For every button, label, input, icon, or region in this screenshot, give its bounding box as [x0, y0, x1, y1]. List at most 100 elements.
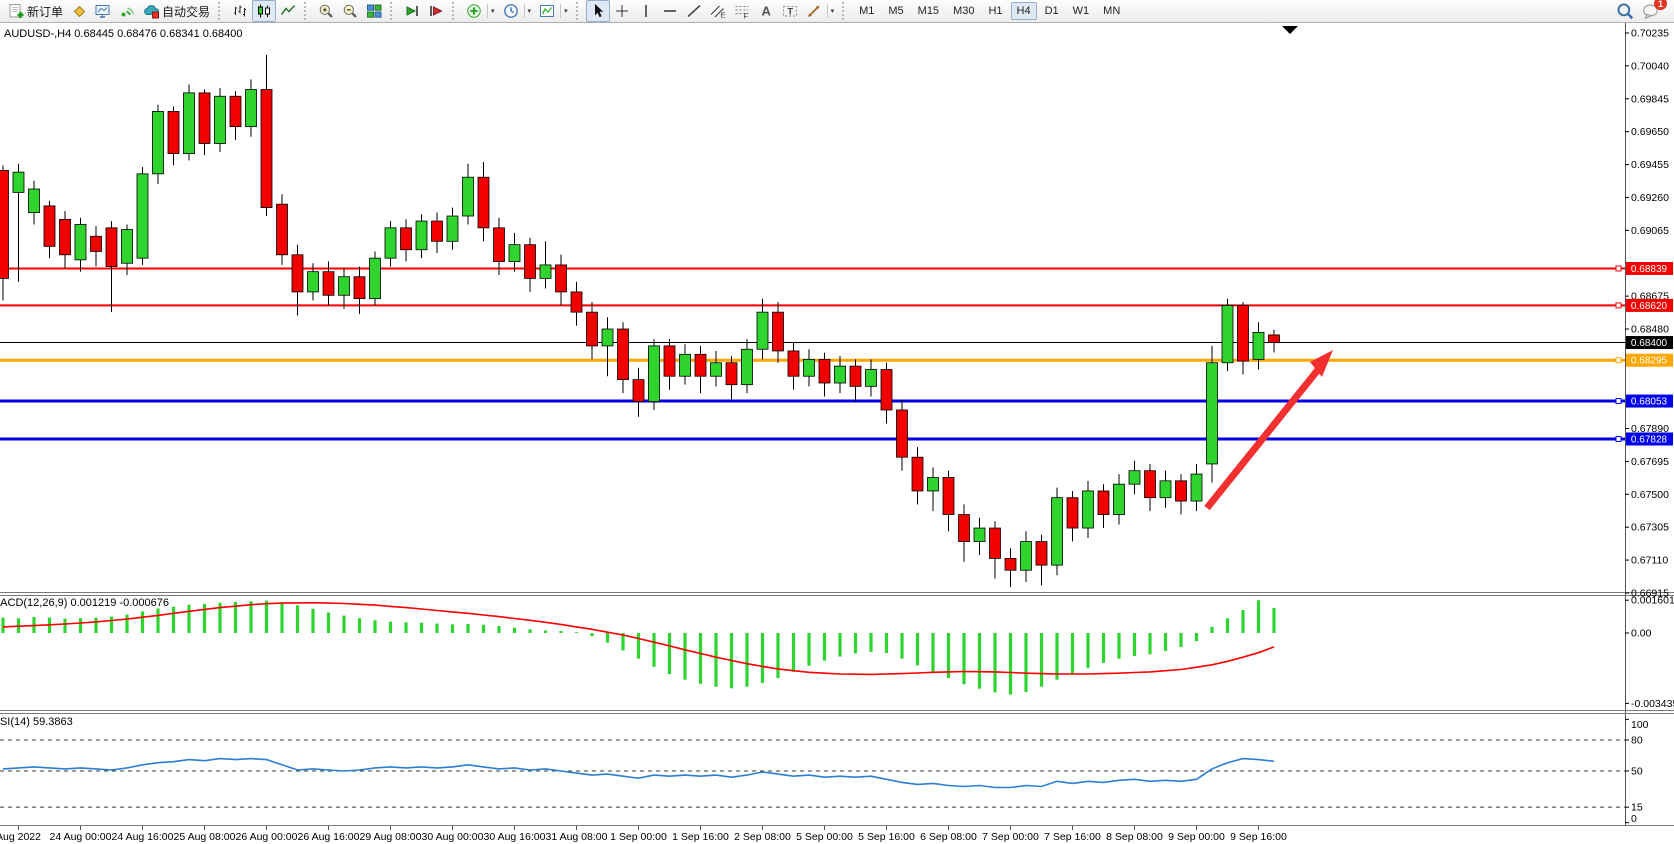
toolbar-separator [452, 2, 458, 20]
templates-button[interactable]: ▾ [535, 0, 572, 22]
notification-badge: 1 [1654, 0, 1667, 10]
rsi-panel: 100 80 50 150 [0, 718, 1649, 825]
timeframe-m30-button[interactable]: M30 [953, 5, 975, 17]
horizontal-lines: 0.68839 0.68620 0.68400 0.68295 0.68053 0.678… [0, 261, 1673, 446]
svg-text:0.70235: 0.70235 [1631, 28, 1669, 40]
svg-text:A: A [761, 4, 771, 19]
svg-text:0.69065: 0.69065 [1631, 225, 1669, 237]
crosshair-button[interactable] [610, 0, 634, 22]
svg-text:50: 50 [1631, 766, 1643, 778]
search-button[interactable] [1616, 2, 1634, 20]
text-label-icon: T [782, 3, 798, 19]
svg-text:0.66915: 0.66915 [1631, 587, 1669, 599]
svg-text:0.68480: 0.68480 [1631, 324, 1669, 336]
text-label-button[interactable]: T [778, 0, 802, 22]
chart-candles-button[interactable] [252, 0, 277, 22]
new-order-button[interactable]: 新订单 [4, 0, 67, 22]
svg-text:1 Sep 16:00: 1 Sep 16:00 [672, 831, 729, 843]
zoom-in-button[interactable] [314, 0, 338, 22]
toolbar-separator [842, 2, 848, 20]
candles [0, 54, 1280, 588]
text-icon: A [758, 3, 774, 19]
timeframe-h1-button[interactable]: H1 [988, 5, 1003, 17]
svg-text:0.69650: 0.69650 [1631, 126, 1669, 138]
channel-button[interactable]: E [706, 0, 730, 22]
svg-text:0.68620: 0.68620 [1631, 301, 1668, 312]
chart-shift-button[interactable] [424, 0, 448, 22]
trendline-button[interactable] [682, 0, 706, 22]
svg-text:0.67305: 0.67305 [1631, 522, 1669, 534]
vertical-line-button[interactable] [634, 0, 658, 22]
tile-windows-button[interactable] [362, 0, 386, 22]
fibonacci-button[interactable]: F [730, 0, 754, 22]
svg-text:0.00: 0.00 [1631, 628, 1652, 640]
new-order-label: 新订单 [27, 4, 64, 19]
svg-text:7 Sep 00:00: 7 Sep 00:00 [982, 831, 1039, 843]
svg-text:0: 0 [1631, 813, 1637, 825]
timeframe-d1-button[interactable]: D1 [1044, 5, 1059, 17]
channel-icon: E [710, 3, 726, 19]
svg-text:9 Sep 16:00: 9 Sep 16:00 [1230, 831, 1287, 843]
new-order-icon [8, 3, 24, 19]
autotrade-label: 自动交易 [162, 4, 211, 19]
templates-icon [539, 3, 555, 19]
timeframe-h4-button[interactable]: H4 [1010, 2, 1037, 20]
chart-title: AUDUSD-,H4 0.68445 0.68476 0.68341 0.684… [4, 28, 243, 40]
signals-icon [119, 3, 135, 19]
autotrade-button[interactable]: 自动交易 [139, 0, 214, 22]
periods-icon [503, 3, 519, 19]
arrows-icon [806, 3, 822, 19]
arrows-button[interactable]: ▾ [802, 0, 839, 22]
svg-text:29 Aug 08:00: 29 Aug 08:00 [360, 831, 422, 843]
signals-button[interactable] [115, 0, 139, 22]
cursor-button[interactable] [585, 0, 610, 22]
svg-text:7 Sep 16:00: 7 Sep 16:00 [1044, 831, 1101, 843]
svg-text:0.67890: 0.67890 [1631, 423, 1669, 435]
new-chart-button[interactable] [91, 0, 115, 22]
svg-text:6 Sep 08:00: 6 Sep 08:00 [920, 831, 977, 843]
svg-text:Aug 2022: Aug 2022 [0, 831, 41, 843]
svg-text:30 Aug 00:00: 30 Aug 00:00 [422, 831, 484, 843]
auto-scroll-button[interactable] [400, 0, 424, 22]
periods-button[interactable]: ▾ [499, 0, 536, 22]
svg-text:T: T [787, 7, 793, 17]
svg-text:0.70040: 0.70040 [1631, 60, 1669, 72]
styler-button[interactable] [67, 0, 91, 22]
dropdown-caret-icon[interactable]: ▾ [487, 4, 495, 18]
chart-line-button[interactable] [276, 0, 300, 22]
svg-text:F: F [743, 14, 747, 20]
svg-text:24 Aug 00:00: 24 Aug 00:00 [50, 831, 112, 843]
timeframe-m1-button[interactable]: M1 [859, 5, 875, 17]
svg-text:25 Aug 08:00: 25 Aug 08:00 [174, 831, 236, 843]
svg-text:80: 80 [1631, 735, 1643, 747]
chart-bars-button[interactable] [228, 0, 252, 22]
autotrade-icon [143, 3, 160, 19]
svg-text:5 Sep 00:00: 5 Sep 00:00 [796, 831, 853, 843]
toolbar-separator [218, 2, 224, 20]
svg-text:24 Aug 16:00: 24 Aug 16:00 [112, 831, 174, 843]
time-axis: Aug 2022 24 Aug 00:00 24 Aug 16:00 25 Aug 0… [0, 826, 1287, 843]
dropdown-caret-icon[interactable]: ▾ [560, 4, 568, 18]
styler-icon [71, 3, 87, 19]
horizontal-line-button[interactable] [658, 0, 682, 22]
svg-text:0.69455: 0.69455 [1631, 159, 1669, 171]
indicators-button[interactable]: ▾ [462, 0, 499, 22]
chart-canvas[interactable]: 0.70235 0.70040 0.69845 0.69650 0.69455 0.692… [0, 23, 1674, 844]
chat-button[interactable]: 1 [1642, 0, 1667, 20]
timeframe-w1-button[interactable]: W1 [1072, 5, 1090, 17]
dropdown-caret-icon[interactable]: ▾ [523, 4, 531, 18]
horizontal-line-icon [662, 3, 678, 19]
zoom-out-button[interactable] [338, 0, 362, 22]
svg-text:30 Aug 16:00: 30 Aug 16:00 [484, 831, 546, 843]
dropdown-caret-icon[interactable]: ▾ [826, 4, 834, 18]
toolbar-separator [390, 2, 396, 20]
timeframe-mn-button[interactable]: MN [1103, 5, 1121, 17]
svg-text:100: 100 [1631, 719, 1649, 731]
timeframe-m5-button[interactable]: M5 [888, 5, 904, 17]
svg-text:26 Aug 00:00: 26 Aug 00:00 [236, 831, 298, 843]
svg-text:E: E [720, 13, 725, 20]
text-button[interactable]: A [754, 0, 778, 22]
timeframe-m15-button[interactable]: M15 [917, 5, 940, 17]
svg-text:-0.003435: -0.003435 [1631, 698, 1674, 710]
